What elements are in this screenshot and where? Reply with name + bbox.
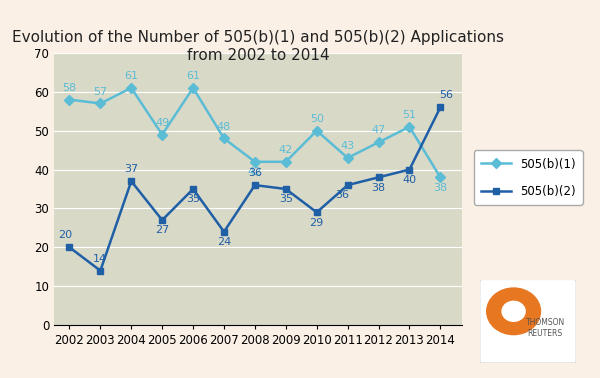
Text: 42: 42: [248, 167, 262, 177]
Text: 40: 40: [403, 175, 416, 185]
505(b)(2): [190, 187, 197, 191]
Text: 27: 27: [155, 225, 169, 235]
505(b)(2): [344, 183, 351, 187]
FancyBboxPatch shape: [480, 280, 576, 363]
505(b)(2): [406, 167, 413, 172]
505(b)(1): [344, 156, 351, 160]
505(b)(1): [220, 136, 227, 141]
Text: 42: 42: [278, 145, 293, 155]
Text: 61: 61: [186, 71, 200, 81]
505(b)(2): [128, 179, 135, 183]
Text: 48: 48: [217, 121, 231, 132]
Text: 38: 38: [433, 183, 448, 193]
505(b)(2): [313, 210, 320, 215]
Text: 58: 58: [62, 83, 77, 93]
Text: 36: 36: [335, 191, 349, 200]
505(b)(2): [375, 175, 382, 180]
Text: 50: 50: [310, 114, 324, 124]
505(b)(2): [158, 218, 166, 222]
Line: 505(b)(1): 505(b)(1): [66, 84, 444, 181]
Text: 49: 49: [155, 118, 169, 128]
Text: Evolution of the Number of 505(b)(1) and 505(b)(2) Applications
from 2002 to 201: Evolution of the Number of 505(b)(1) and…: [12, 30, 504, 63]
Text: 43: 43: [341, 141, 355, 151]
505(b)(2): [251, 183, 259, 187]
505(b)(1): [97, 101, 104, 106]
Text: 29: 29: [310, 218, 324, 228]
505(b)(1): [406, 124, 413, 129]
Text: 47: 47: [371, 125, 386, 135]
Text: 51: 51: [403, 110, 416, 120]
Text: THOMSON
REUTERS: THOMSON REUTERS: [526, 318, 565, 338]
Text: 24: 24: [217, 237, 231, 247]
505(b)(1): [158, 132, 166, 137]
Text: 56: 56: [439, 90, 453, 101]
Circle shape: [502, 301, 525, 321]
Text: 20: 20: [58, 230, 73, 240]
Text: 37: 37: [124, 164, 139, 174]
505(b)(2): [66, 245, 73, 249]
Text: 57: 57: [94, 87, 107, 96]
505(b)(1): [313, 129, 320, 133]
505(b)(1): [128, 86, 135, 90]
505(b)(1): [375, 140, 382, 145]
505(b)(1): [437, 175, 444, 180]
505(b)(1): [251, 160, 259, 164]
505(b)(1): [282, 160, 289, 164]
505(b)(1): [190, 86, 197, 90]
505(b)(2): [282, 187, 289, 191]
Legend: 505(b)(1), 505(b)(2): 505(b)(1), 505(b)(2): [474, 150, 583, 205]
Text: 35: 35: [279, 194, 293, 204]
Line: 505(b)(2): 505(b)(2): [66, 104, 444, 274]
505(b)(2): [437, 105, 444, 110]
Text: 61: 61: [124, 71, 138, 81]
Text: 14: 14: [94, 254, 107, 264]
505(b)(2): [220, 229, 227, 234]
Circle shape: [487, 288, 541, 335]
Text: 36: 36: [248, 168, 262, 178]
Text: 38: 38: [371, 183, 386, 193]
505(b)(1): [66, 97, 73, 102]
505(b)(2): [97, 268, 104, 273]
Text: 35: 35: [186, 194, 200, 204]
